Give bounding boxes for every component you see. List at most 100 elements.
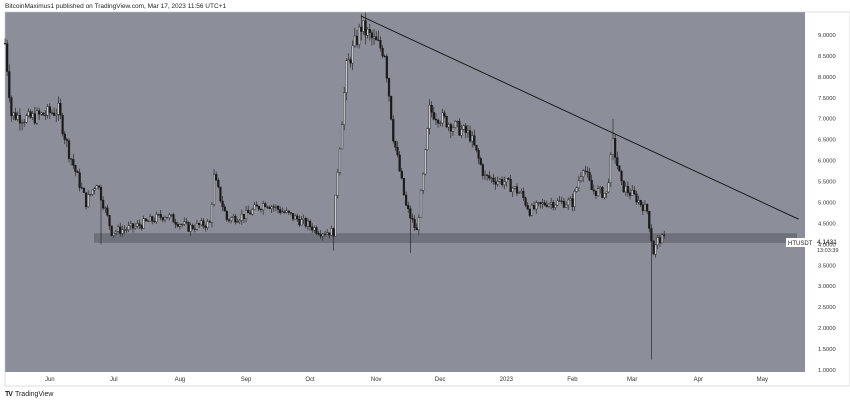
- candle: [59, 98, 62, 120]
- candle: [35, 107, 39, 125]
- price-axis[interactable]: [805, 12, 850, 372]
- candle: [362, 20, 365, 35]
- candle: [315, 225, 318, 235]
- candle: [159, 209, 162, 221]
- candle: [605, 191, 608, 199]
- candle: [232, 213, 235, 219]
- candle: [172, 212, 175, 223]
- candle: [247, 205, 250, 214]
- candle: [509, 174, 512, 192]
- ohlc-change: +0.0576 (+1.41%): [206, 14, 255, 20]
- last-price-label: 4.1431: [817, 239, 837, 246]
- candle: [289, 212, 292, 216]
- candle: [236, 218, 239, 223]
- time-tick-label: Apr: [694, 377, 703, 383]
- candle: [227, 218, 231, 224]
- candle: [272, 204, 275, 212]
- candle: [428, 99, 431, 135]
- candle: [590, 174, 593, 191]
- candle: [520, 188, 523, 194]
- candle: [326, 228, 329, 235]
- candle: [439, 120, 442, 127]
- candle: [633, 186, 636, 196]
- price-tick-label: 8.0000: [818, 75, 836, 81]
- candle: [530, 202, 534, 217]
- candle: [242, 214, 246, 223]
- candle: [601, 185, 604, 199]
- candle: [639, 199, 642, 207]
- candle: [161, 216, 164, 223]
- candle: [353, 27, 356, 49]
- time-tick-label: Feb: [567, 377, 578, 383]
- candle: [562, 197, 566, 209]
- candle: [198, 222, 201, 228]
- candle: [560, 196, 563, 205]
- candle: [40, 111, 43, 116]
- candle: [206, 219, 209, 231]
- tradingview-logo-icon: TV: [5, 391, 13, 398]
- candle: [76, 169, 79, 173]
- footer-brand: TV TradingView: [5, 391, 53, 398]
- candle: [370, 30, 374, 46]
- candle: [398, 151, 401, 172]
- candle: [419, 188, 423, 218]
- candle: [119, 222, 122, 237]
- candle: [550, 197, 553, 210]
- candle: [383, 54, 386, 58]
- candle: [387, 77, 391, 102]
- candle: [151, 215, 154, 225]
- candle: [82, 187, 86, 193]
- candle: [360, 14, 363, 41]
- candle: [573, 189, 576, 211]
- candle: [663, 230, 666, 239]
- candle: [454, 119, 457, 129]
- candle: [65, 137, 68, 148]
- candle: [616, 151, 619, 170]
- candle: [488, 170, 491, 181]
- candle: [38, 107, 41, 120]
- candle: [471, 131, 474, 148]
- candle: [449, 122, 452, 139]
- candle: [409, 205, 412, 253]
- candle: [25, 113, 28, 124]
- candle: [396, 141, 399, 158]
- candle: [626, 181, 630, 197]
- candle: [259, 207, 263, 213]
- candle: [390, 95, 393, 121]
- candle: [402, 177, 406, 196]
- candle: [535, 200, 538, 214]
- candle: [219, 186, 222, 203]
- candle: [20, 119, 24, 131]
- candle: [328, 232, 331, 239]
- time-axis[interactable]: [5, 372, 805, 386]
- candle: [200, 217, 203, 227]
- candle: [251, 207, 254, 216]
- candle: [234, 213, 237, 225]
- support-zone: [94, 233, 797, 243]
- candle: [264, 201, 267, 208]
- candle: [144, 217, 147, 222]
- candle: [569, 196, 572, 201]
- price-tick-label: 4.0000: [818, 242, 836, 248]
- candle: [174, 218, 177, 229]
- candle: [351, 40, 354, 71]
- plot-area[interactable]: [5, 12, 805, 372]
- candle: [599, 185, 602, 194]
- candle: [296, 213, 299, 222]
- candle: [178, 223, 182, 230]
- candle: [55, 108, 58, 122]
- ohlc-close: 4.1431: [184, 14, 203, 20]
- candle: [74, 164, 77, 177]
- time-tick-label: Aug: [175, 377, 186, 383]
- candle: [266, 205, 269, 210]
- descending-trendline: [361, 15, 799, 220]
- candle: [262, 200, 265, 215]
- candle: [586, 166, 589, 178]
- candle: [522, 187, 525, 201]
- candle: [306, 217, 310, 231]
- candle: [656, 235, 659, 250]
- price-tick-label: 1.5000: [818, 347, 836, 353]
- symbol-name: Huobi Token / Tether, 1D, KUCOIN: [7, 14, 100, 20]
- candle: [134, 223, 137, 230]
